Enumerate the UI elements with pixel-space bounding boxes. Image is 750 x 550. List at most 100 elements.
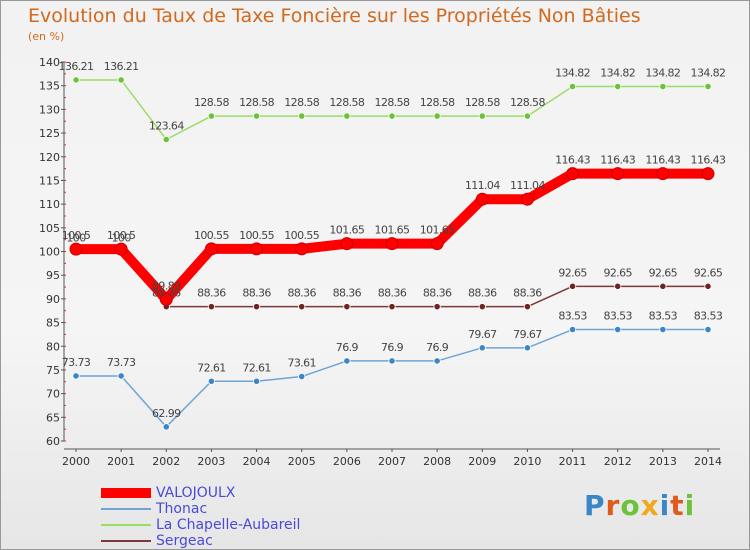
legend-label: VALOJOULX	[156, 485, 236, 501]
data-label: 100	[66, 232, 86, 245]
x-tick-label: 2011	[559, 455, 587, 468]
data-label: 101.65	[375, 224, 410, 237]
legend-label: Thonac	[156, 501, 208, 517]
data-label: 134.82	[691, 67, 726, 80]
data-label: 128.58	[510, 96, 545, 109]
x-tick-label: 2008	[423, 455, 451, 468]
data-point	[117, 76, 125, 84]
y-tick-label: 140	[39, 56, 60, 69]
data-point	[388, 303, 396, 311]
data-point	[523, 303, 532, 311]
data-point	[388, 357, 396, 365]
data-point	[430, 237, 444, 251]
legend-item: Thonac	[101, 501, 300, 517]
data-point	[568, 325, 577, 334]
data-label: 88.36	[423, 287, 452, 300]
data-label: 134.82	[600, 67, 635, 80]
y-tick-label: 75	[46, 364, 60, 377]
data-point	[614, 282, 622, 290]
x-tick-label: 2014	[694, 455, 722, 468]
y-tick-label: 125	[39, 127, 60, 140]
data-point	[614, 82, 622, 91]
data-label: 101.65	[420, 224, 455, 237]
legend-item: Sergeac	[101, 533, 300, 549]
data-label: 92.65	[558, 266, 587, 279]
data-label: 76.9	[336, 341, 359, 354]
data-label: 79.67	[513, 328, 542, 341]
data-point	[72, 76, 80, 84]
data-point	[701, 167, 715, 181]
data-label: 76.9	[426, 341, 449, 354]
data-label: 88.36	[378, 287, 407, 300]
data-point	[343, 303, 351, 311]
data-label: 73.73	[62, 356, 91, 369]
data-label: 123.64	[149, 120, 184, 133]
data-label: 88.36	[197, 287, 226, 300]
data-label: 72.61	[242, 361, 271, 374]
x-tick-label: 2000	[62, 455, 90, 468]
data-label: 83.53	[558, 310, 587, 323]
data-point	[252, 303, 261, 311]
legend-label: La Chapelle-Aubareil	[156, 517, 301, 533]
data-label: 116.43	[691, 154, 726, 167]
legend-item: La Chapelle-Aubareil	[101, 517, 300, 533]
data-label: 83.53	[603, 310, 632, 323]
data-point	[568, 82, 577, 91]
data-point	[72, 372, 80, 380]
data-label: 116.43	[555, 154, 590, 167]
data-point	[566, 167, 580, 181]
y-tick-label: 60	[46, 435, 60, 448]
proxiti-logo: Proxiti	[584, 489, 695, 522]
x-tick-label: 2012	[604, 455, 632, 468]
data-point	[614, 325, 622, 334]
data-point	[523, 112, 532, 120]
legend-swatch	[101, 524, 151, 526]
data-label: 128.58	[420, 96, 455, 109]
y-tick-label: 130	[39, 103, 60, 116]
data-label: 116.43	[645, 154, 680, 167]
legend-swatch	[101, 508, 151, 510]
logo-letter: i	[684, 489, 696, 522]
data-label: 128.58	[284, 96, 319, 109]
data-label: 88.36	[287, 287, 316, 300]
y-tick-label: 80	[46, 340, 60, 353]
y-tick-label: 65	[46, 411, 60, 424]
data-point	[252, 377, 261, 385]
logo-letter: r	[605, 489, 621, 522]
data-label: 92.65	[649, 266, 678, 279]
logo-letter: P	[584, 489, 606, 522]
data-label: 111.04	[510, 179, 545, 192]
logo-letter: o	[620, 489, 641, 522]
legend: VALOJOULX Thonac La Chapelle-Aubareil Serge…	[101, 485, 300, 549]
data-label: 128.58	[239, 96, 274, 109]
data-label: 100.55	[194, 229, 229, 242]
logo-letter: i	[659, 489, 671, 522]
x-tick-label: 2001	[107, 455, 135, 468]
data-label: 128.58	[329, 96, 364, 109]
y-tick-label: 90	[46, 293, 60, 306]
data-point	[207, 112, 216, 120]
data-point	[159, 292, 173, 306]
data-point	[568, 282, 577, 290]
data-point	[659, 282, 667, 290]
data-label: 100.55	[284, 229, 319, 242]
data-label: 136.21	[104, 60, 139, 73]
y-tick-label: 70	[46, 388, 60, 401]
data-point	[704, 282, 712, 290]
data-point	[478, 303, 486, 311]
data-point	[298, 372, 306, 381]
data-point	[704, 325, 712, 334]
x-tick-label: 2004	[243, 455, 271, 468]
data-point	[340, 237, 354, 251]
y-tick-label: 115	[39, 174, 60, 187]
data-point	[478, 112, 486, 120]
data-label: 128.58	[194, 96, 229, 109]
data-point	[659, 82, 667, 91]
data-point	[385, 237, 399, 251]
x-tick-label: 2003	[197, 455, 225, 468]
data-label: 100.5	[107, 229, 136, 242]
data-point	[659, 325, 667, 334]
data-point	[478, 344, 486, 352]
